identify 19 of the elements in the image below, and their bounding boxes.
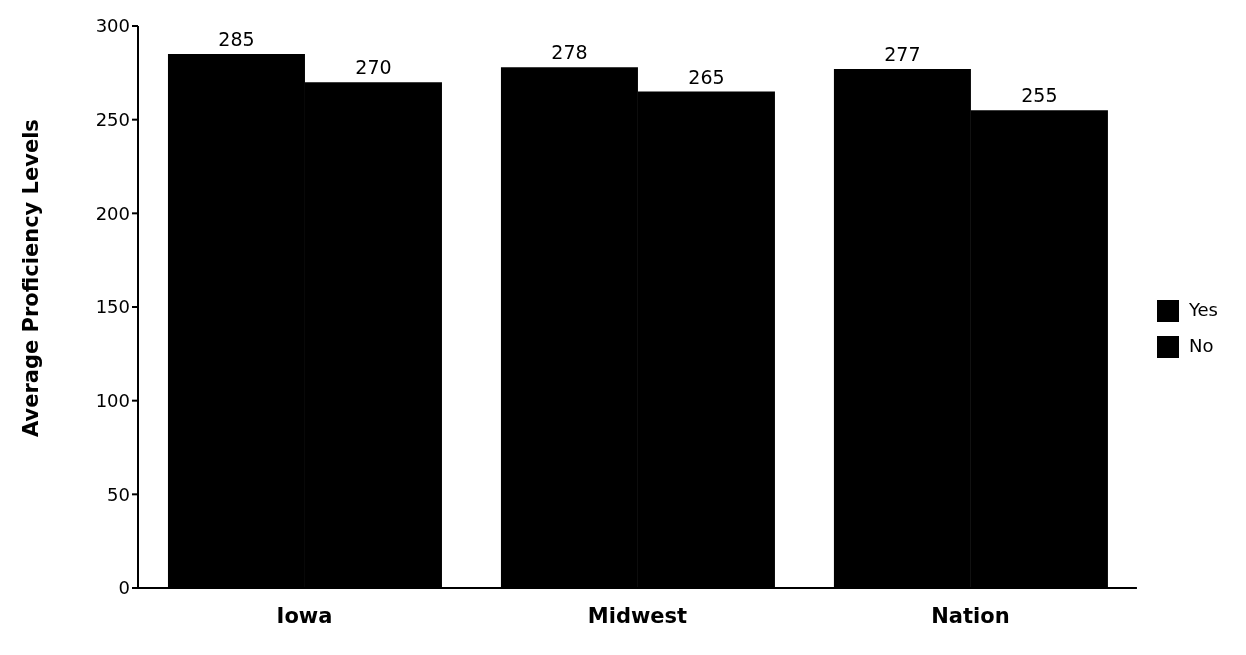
y-tick-label: 50 [107, 483, 130, 505]
y-tick-label: 100 [95, 390, 130, 412]
legend-label: Yes [1188, 299, 1218, 320]
y-tick-label: 150 [95, 296, 130, 318]
data-label: 278 [551, 41, 588, 64]
y-tick-label: 250 [95, 109, 130, 131]
x-tick-label: Midwest [587, 603, 688, 628]
y-tick-label: 200 [95, 202, 130, 224]
y-axis-title: Average Proficiency Levels [19, 119, 44, 437]
data-label: 277 [884, 43, 921, 66]
y-tick-label: 300 [95, 15, 130, 37]
data-label: 265 [688, 65, 725, 88]
data-label: 270 [355, 56, 392, 79]
x-tick-label: Nation [931, 603, 1010, 628]
x-tick-label: Iowa [276, 603, 333, 628]
data-label: 255 [1021, 84, 1058, 107]
data-label: 285 [218, 28, 255, 51]
legend-label: No [1188, 335, 1214, 356]
y-tick-label: 0 [118, 577, 130, 599]
